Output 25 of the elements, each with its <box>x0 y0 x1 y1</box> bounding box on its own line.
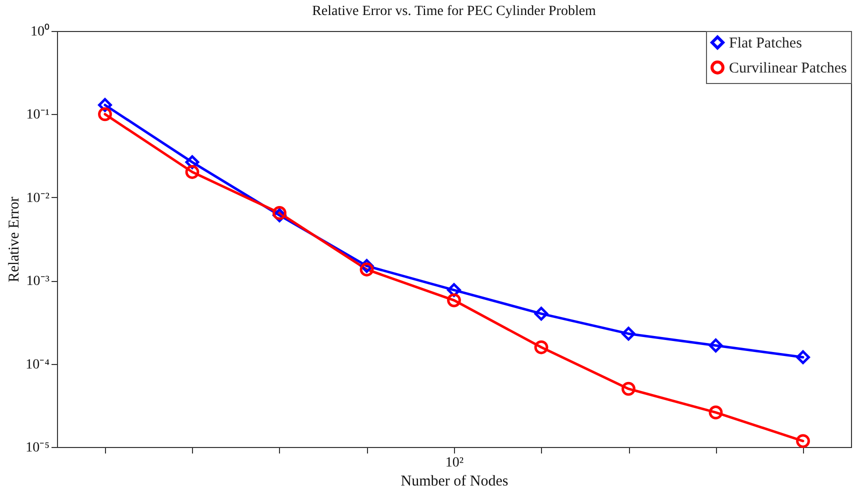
y-axis-title: Relative Error <box>6 196 23 282</box>
point <box>447 293 461 308</box>
point <box>360 262 374 276</box>
point <box>796 350 810 364</box>
point <box>622 326 636 341</box>
y-tick-label: 10⁰ <box>30 24 50 40</box>
legend-label: Flat Patches <box>729 36 802 52</box>
point <box>796 434 810 448</box>
point <box>185 165 200 179</box>
point <box>534 306 548 321</box>
y-tick-label: 10⁻⁴ <box>26 357 50 372</box>
chart-title: Relative Error vs. Time for PEC Cylinder Problem <box>312 4 596 19</box>
point <box>708 338 723 352</box>
x-axis-title: Number of Nodes <box>400 474 508 490</box>
x-tick-label: 10² <box>445 456 464 470</box>
point <box>622 382 636 396</box>
y-tick-label: 10⁻³ <box>26 274 50 290</box>
point <box>708 406 723 420</box>
point <box>98 107 112 122</box>
y-tick-label: 10⁻² <box>26 190 50 206</box>
legend-label: Curvilinear Patches <box>729 60 848 76</box>
point <box>272 206 286 220</box>
y-tick-label: 10⁻⁵ <box>26 440 50 456</box>
y-tick-label: 10⁻¹ <box>26 108 50 123</box>
point <box>534 340 548 354</box>
